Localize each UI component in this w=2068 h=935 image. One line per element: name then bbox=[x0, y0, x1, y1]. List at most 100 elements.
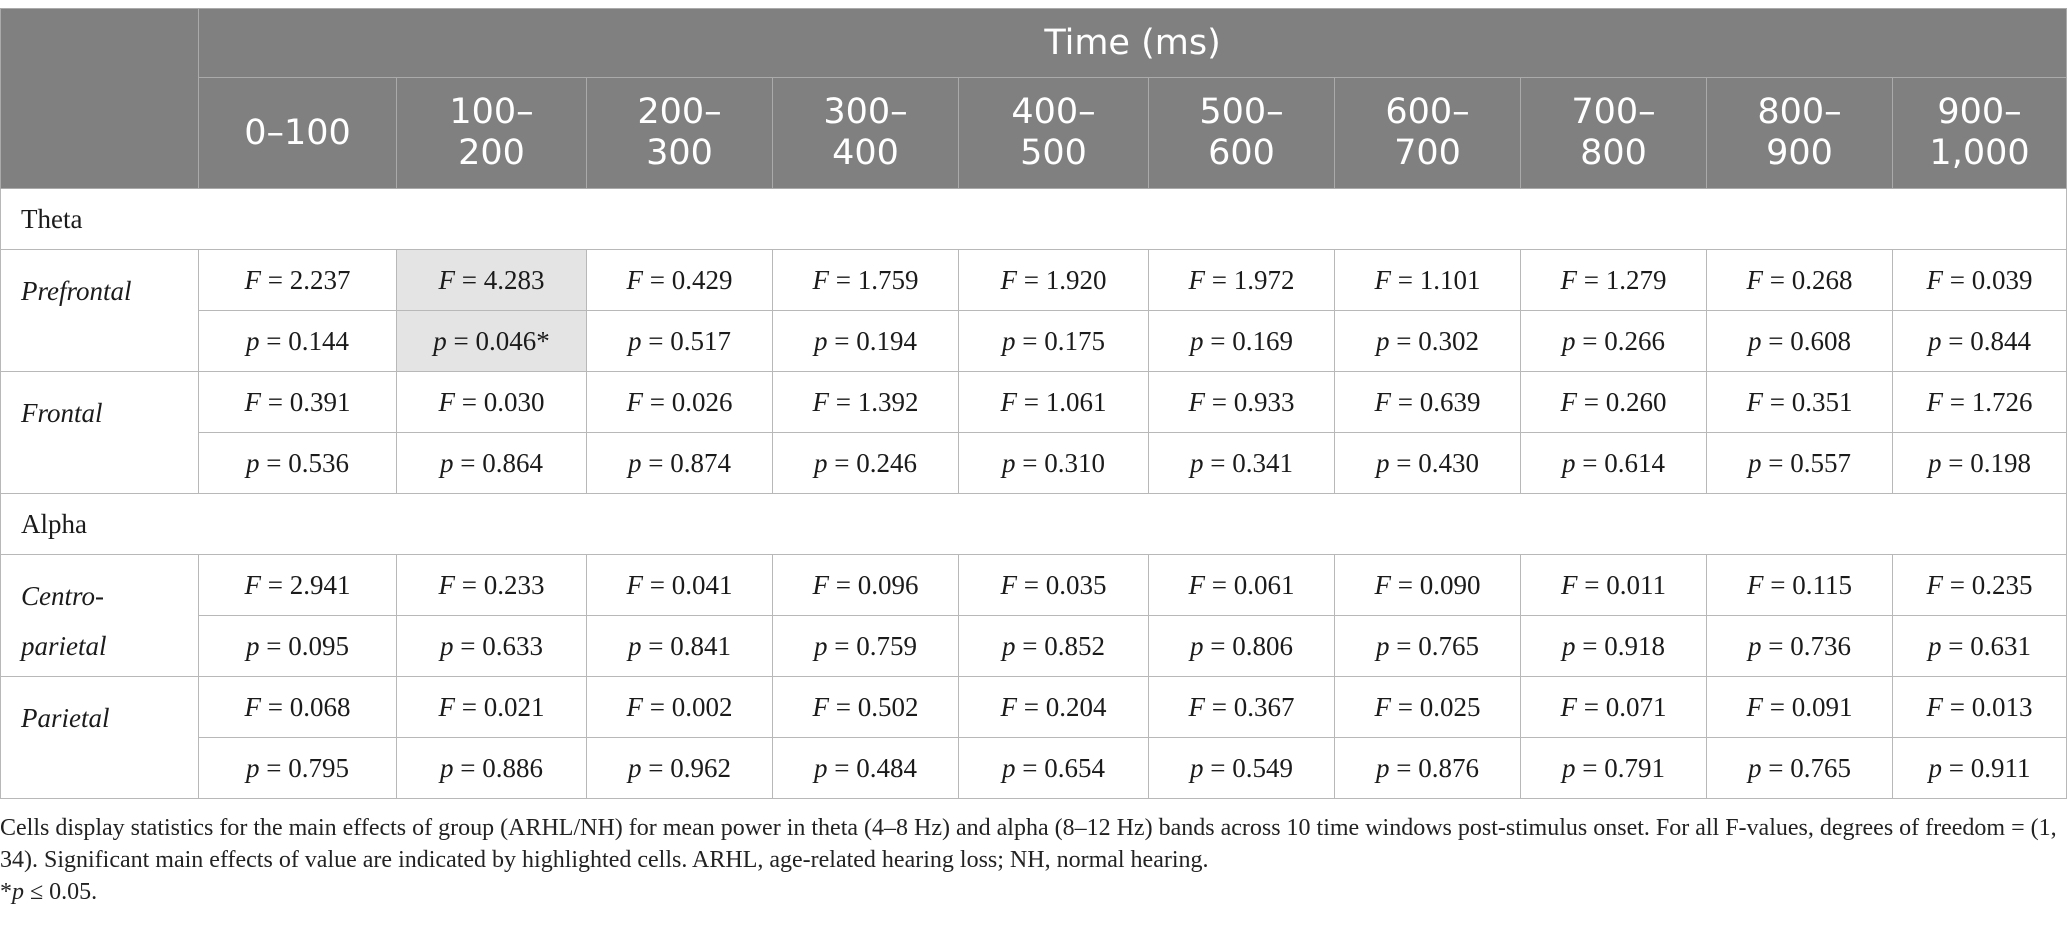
f-value-cell: F = 0.391 bbox=[198, 371, 397, 433]
stat-value: 0.759 bbox=[856, 630, 917, 661]
stat-value: 0.021 bbox=[483, 691, 545, 722]
p-value-cell: p = 0.765 bbox=[1334, 615, 1521, 677]
f-value-cell: F = 1.726 bbox=[1891, 371, 2068, 433]
stat-value: 0.115 bbox=[1792, 569, 1852, 600]
stat-value: 2.941 bbox=[289, 569, 351, 600]
p-value-cell: p = 0.633 bbox=[396, 615, 587, 677]
region-label-line: parietal bbox=[21, 631, 107, 661]
band-row: Theta bbox=[0, 188, 2068, 250]
equals-sign: = bbox=[1391, 691, 1420, 722]
stat-value: 0.035 bbox=[1045, 569, 1107, 600]
stat-symbol: F bbox=[1374, 386, 1392, 417]
equals-sign: = bbox=[1015, 630, 1045, 661]
stat-symbol: F bbox=[1926, 386, 1944, 417]
stat-value: 0.806 bbox=[1232, 630, 1293, 661]
equals-sign: = bbox=[259, 752, 289, 783]
stat-symbol: p bbox=[1376, 325, 1390, 356]
p-value-cell: p = 0.614 bbox=[1520, 432, 1707, 494]
stat-symbol: p bbox=[1928, 752, 1943, 783]
equals-sign: = bbox=[261, 691, 290, 722]
time-window-header: 200– 300 bbox=[586, 77, 773, 189]
equals-sign: = bbox=[1391, 569, 1420, 600]
f-value-cell: F = 4.283 bbox=[396, 249, 587, 311]
time-window-label: 0–100 bbox=[244, 112, 351, 153]
region-label: Prefrontal bbox=[0, 249, 199, 372]
p-value-cell: p = 0.430 bbox=[1334, 432, 1521, 494]
time-window-header: 0–100 bbox=[198, 77, 397, 189]
equals-sign: = bbox=[1205, 569, 1234, 600]
table-header: Time (ms) 0–100 100– 200 200– 300 300– 400 400–… bbox=[0, 8, 2068, 189]
p-value-cell: p = 0.484 bbox=[772, 737, 959, 799]
stat-symbol: p bbox=[814, 630, 828, 661]
stat-symbol: p bbox=[1748, 325, 1762, 356]
p-value-cell: p = 0.631 bbox=[1891, 615, 2068, 677]
table-row: Frontal F = 0.391 F = 0.030 F = 0.026 F = 1.… bbox=[0, 371, 2068, 494]
equals-sign: = bbox=[1943, 386, 1972, 417]
equals-sign: = bbox=[259, 447, 289, 478]
stat-value: 0.430 bbox=[1418, 447, 1479, 478]
stat-value: 0.204 bbox=[1045, 691, 1107, 722]
p-value-cell: p = 0.175 bbox=[958, 310, 1149, 372]
stat-value: 0.002 bbox=[671, 691, 733, 722]
f-value-cell: F = 0.502 bbox=[772, 676, 959, 738]
equals-sign: = bbox=[641, 630, 671, 661]
stat-value: 0.095 bbox=[288, 630, 349, 661]
stat-value: 0.391 bbox=[289, 386, 351, 417]
stat-value: 0.736 bbox=[1790, 630, 1851, 661]
stat-symbol: F bbox=[244, 386, 262, 417]
footnote-caption: Cells display statistics for the main ef… bbox=[0, 815, 2057, 873]
stat-symbol: F bbox=[1746, 691, 1764, 722]
table-row: Prefrontal F = 2.237 F = 4.283 F = 0.429 F =… bbox=[0, 249, 2068, 372]
p-value-cell: p = 0.302 bbox=[1334, 310, 1521, 372]
stat-symbol: p bbox=[246, 447, 260, 478]
f-value-cell: F = 0.025 bbox=[1334, 676, 1521, 738]
stat-value: 0.025 bbox=[1419, 691, 1481, 722]
p-value-cell: p = 0.806 bbox=[1148, 615, 1335, 677]
equals-sign: = bbox=[1391, 264, 1420, 295]
stat-symbol: p bbox=[1002, 752, 1016, 783]
equals-sign: = bbox=[1941, 630, 1971, 661]
stat-value: 0.013 bbox=[1971, 691, 2033, 722]
stat-symbol: p bbox=[814, 447, 828, 478]
equals-sign: = bbox=[1943, 264, 1972, 295]
stat-symbol: F bbox=[1746, 264, 1764, 295]
stat-value: 0.169 bbox=[1232, 325, 1293, 356]
p-value-cell: p = 0.759 bbox=[772, 615, 959, 677]
equals-sign: = bbox=[259, 325, 289, 356]
stat-symbol: F bbox=[1746, 386, 1764, 417]
equals-sign: = bbox=[453, 630, 483, 661]
equals-sign: = bbox=[1389, 630, 1419, 661]
f-value-cell: F = 0.639 bbox=[1334, 371, 1521, 433]
equals-sign: = bbox=[827, 447, 857, 478]
stat-symbol: p bbox=[1928, 447, 1942, 478]
band-label: Theta bbox=[0, 188, 2068, 250]
equals-sign: = bbox=[641, 325, 671, 356]
stat-value: 0.608 bbox=[1790, 325, 1851, 356]
equals-sign: = bbox=[827, 325, 857, 356]
stat-symbol: p bbox=[628, 325, 642, 356]
equals-sign: = bbox=[1389, 752, 1419, 783]
sig-rest: ≤ 0.05. bbox=[24, 879, 98, 905]
region-label-line: Frontal bbox=[21, 398, 103, 428]
equals-sign: = bbox=[1577, 264, 1606, 295]
stat-symbol: p bbox=[1562, 752, 1576, 783]
stat-symbol: F bbox=[1926, 569, 1944, 600]
f-value-cell: F = 2.237 bbox=[198, 249, 397, 311]
equals-sign: = bbox=[1575, 752, 1605, 783]
p-value-cell: p = 0.736 bbox=[1706, 615, 1893, 677]
stat-value: 0.026 bbox=[671, 386, 733, 417]
p-value-cell: p = 0.876 bbox=[1334, 737, 1521, 799]
p-value-cell: p = 0.310 bbox=[958, 432, 1149, 494]
stat-symbol: p bbox=[628, 630, 642, 661]
stat-symbol: p bbox=[814, 752, 828, 783]
stat-symbol: F bbox=[626, 691, 644, 722]
stat-value: 0.068 bbox=[289, 691, 351, 722]
stat-symbol: F bbox=[1561, 569, 1578, 600]
equals-sign: = bbox=[1389, 325, 1419, 356]
stat-symbol: F bbox=[1926, 691, 1944, 722]
stat-value: 0.633 bbox=[482, 630, 543, 661]
time-window-label: 400– bbox=[1011, 92, 1096, 132]
equals-sign: = bbox=[1389, 447, 1419, 478]
stat-value: 0.484 bbox=[856, 752, 917, 783]
f-value-cell: F = 0.030 bbox=[396, 371, 587, 433]
